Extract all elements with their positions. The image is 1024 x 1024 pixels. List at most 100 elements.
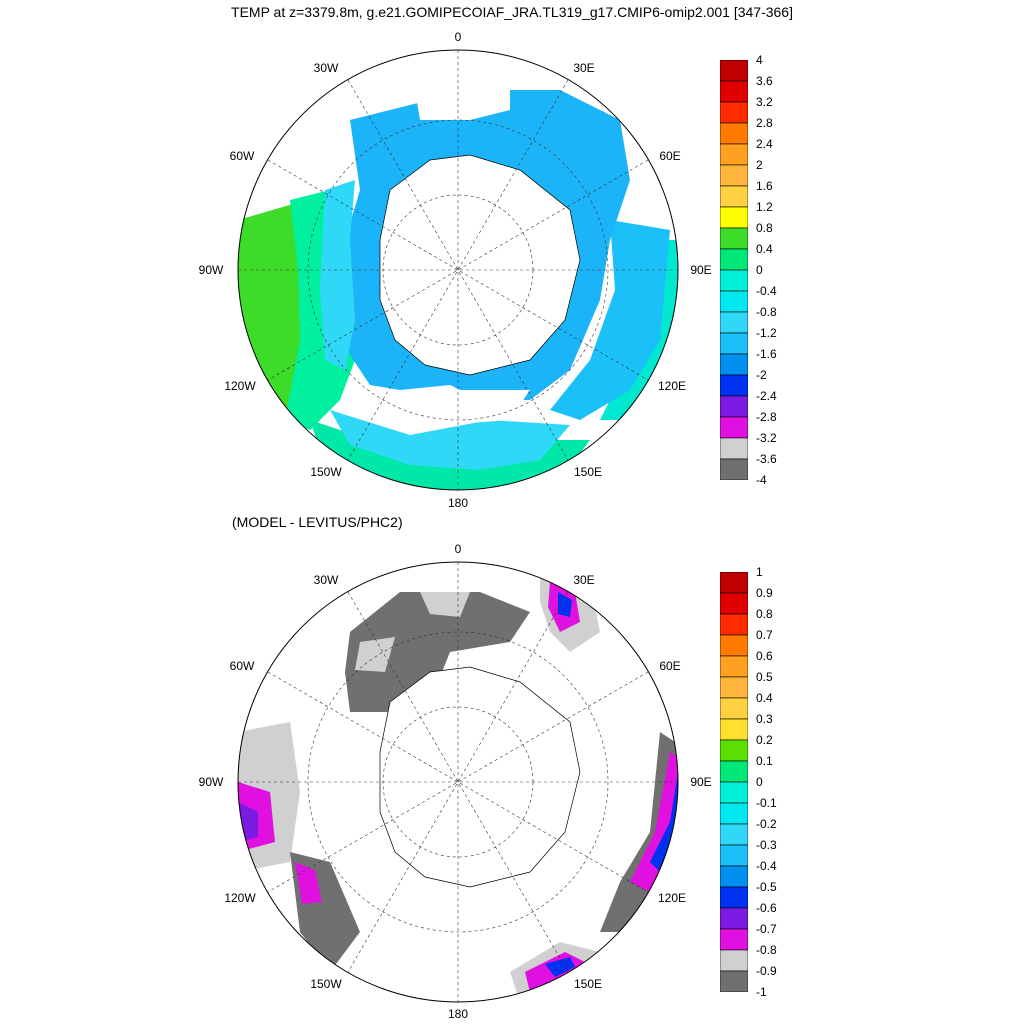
colorbar-label: 0 bbox=[756, 263, 763, 277]
diff-colorbar bbox=[720, 572, 748, 992]
colorbar-swatch bbox=[720, 101, 748, 124]
lon-label: 30W bbox=[313, 61, 339, 75]
lon-label: 60W bbox=[229, 149, 255, 163]
colorbar-label: -4 bbox=[756, 473, 767, 487]
colorbar-swatch bbox=[720, 718, 748, 741]
figure-title: TEMP at z=3379.8m, g.e21.GOMIPECOIAF_JRA… bbox=[231, 4, 793, 20]
colorbar-swatch bbox=[720, 60, 748, 82]
colorbar-label: 0.4 bbox=[756, 691, 773, 705]
colorbar-label: 0.5 bbox=[756, 670, 773, 684]
colorbar-swatch bbox=[720, 907, 748, 930]
colorbar-swatch bbox=[720, 823, 748, 846]
colorbar-label: -0.7 bbox=[756, 922, 777, 936]
lon-label: 180 bbox=[447, 496, 469, 510]
colorbar-label: -3.2 bbox=[756, 431, 777, 445]
diff-polar-map bbox=[237, 561, 679, 1003]
colorbar-label: 2 bbox=[756, 158, 763, 172]
lon-label: 120W bbox=[224, 379, 256, 393]
colorbar-label: 0.8 bbox=[756, 607, 773, 621]
colorbar-label: 0.3 bbox=[756, 712, 773, 726]
colorbar-swatch bbox=[720, 416, 748, 439]
colorbar-swatch bbox=[720, 697, 748, 720]
anomaly-southwest-core bbox=[295, 862, 322, 904]
colorbar-label: 0 bbox=[756, 775, 763, 789]
colorbar-label: -0.2 bbox=[756, 817, 777, 831]
colorbar-swatch bbox=[720, 122, 748, 145]
colorbar-swatch bbox=[720, 80, 748, 103]
colorbar-swatch bbox=[720, 739, 748, 762]
anomaly-south-deep bbox=[545, 957, 575, 977]
colorbar-swatch bbox=[720, 206, 748, 229]
colorbar-swatch bbox=[720, 269, 748, 292]
lon-label: 150W bbox=[310, 465, 342, 479]
lon-label: 90E bbox=[690, 775, 712, 789]
colorbar-label: -0.5 bbox=[756, 880, 777, 894]
colorbar-label: -1.6 bbox=[756, 347, 777, 361]
colorbar-label: 0.8 bbox=[756, 221, 773, 235]
negative-anomaly-north bbox=[345, 592, 530, 712]
ocean-south-inner bbox=[330, 410, 570, 470]
colorbar-swatch bbox=[720, 374, 748, 397]
colorbar-label: -2.4 bbox=[756, 389, 777, 403]
colorbar-label: 0.1 bbox=[756, 754, 773, 768]
colorbar-label: -2 bbox=[756, 368, 767, 382]
colorbar-label: -0.9 bbox=[756, 964, 777, 978]
anomaly-ne-deep bbox=[558, 592, 572, 617]
lon-label: 60W bbox=[229, 659, 255, 673]
lon-label: 150E bbox=[573, 465, 603, 479]
colorbar-swatch bbox=[720, 290, 748, 313]
colorbar-swatch bbox=[720, 949, 748, 972]
colorbar-label: 0.7 bbox=[756, 628, 773, 642]
colorbar-label: -1 bbox=[756, 985, 767, 999]
colorbar-swatch bbox=[720, 458, 748, 480]
colorbar-swatch bbox=[720, 928, 748, 951]
colorbar-label: -3.6 bbox=[756, 452, 777, 466]
lon-label: 60E bbox=[659, 149, 681, 163]
colorbar-swatch bbox=[720, 886, 748, 909]
colorbar-swatch bbox=[720, 227, 748, 250]
colorbar-swatch bbox=[720, 802, 748, 825]
colorbar-label: 1.2 bbox=[756, 200, 773, 214]
colorbar-label: -0.8 bbox=[756, 305, 777, 319]
difference-title: (MODEL - LEVITUS/PHC2) bbox=[232, 514, 403, 530]
colorbar-swatch bbox=[720, 248, 748, 271]
colorbar-swatch bbox=[720, 865, 748, 888]
lon-label: 60E bbox=[659, 659, 681, 673]
colorbar-swatch bbox=[720, 592, 748, 615]
colorbar-label: -0.4 bbox=[756, 859, 777, 873]
colorbar-label: 1 bbox=[756, 565, 763, 579]
colorbar-label: 3.6 bbox=[756, 74, 773, 88]
colorbar-label: -2.8 bbox=[756, 410, 777, 424]
colorbar-swatch bbox=[720, 613, 748, 636]
colorbar-swatch bbox=[720, 760, 748, 783]
colorbar-label: -0.8 bbox=[756, 943, 777, 957]
colorbar-swatch bbox=[720, 970, 748, 992]
light-anomaly-north bbox=[355, 637, 395, 672]
colorbar-swatch bbox=[720, 676, 748, 699]
lon-label: 180 bbox=[447, 1007, 469, 1021]
colorbar-swatch bbox=[720, 572, 748, 594]
colorbar-swatch bbox=[720, 844, 748, 867]
antarctica bbox=[379, 666, 581, 888]
colorbar-label: -0.1 bbox=[756, 796, 777, 810]
cold-ring-west bbox=[320, 180, 355, 370]
colorbar-label: 0.6 bbox=[756, 649, 773, 663]
colorbar-label: 4 bbox=[756, 53, 763, 67]
gray-patch-north bbox=[420, 592, 470, 617]
colorbar-label: -0.4 bbox=[756, 284, 777, 298]
lon-label: 150E bbox=[573, 977, 603, 991]
colorbar-label: -0.3 bbox=[756, 838, 777, 852]
colorbar-label: 1.6 bbox=[756, 179, 773, 193]
white-gap-north bbox=[410, 60, 510, 120]
colorbar-swatch bbox=[720, 437, 748, 460]
colorbar-label: 2.4 bbox=[756, 137, 773, 151]
colorbar-label: 0.4 bbox=[756, 242, 773, 256]
lon-label: 90E bbox=[690, 263, 712, 277]
colorbar-swatch bbox=[720, 311, 748, 334]
colorbar-swatch bbox=[720, 395, 748, 418]
colorbar-label: 2.8 bbox=[756, 116, 773, 130]
antarctica bbox=[379, 154, 581, 376]
lon-label: 0 bbox=[454, 30, 462, 44]
colorbar-swatch bbox=[720, 164, 748, 187]
colorbar-swatch bbox=[720, 634, 748, 657]
